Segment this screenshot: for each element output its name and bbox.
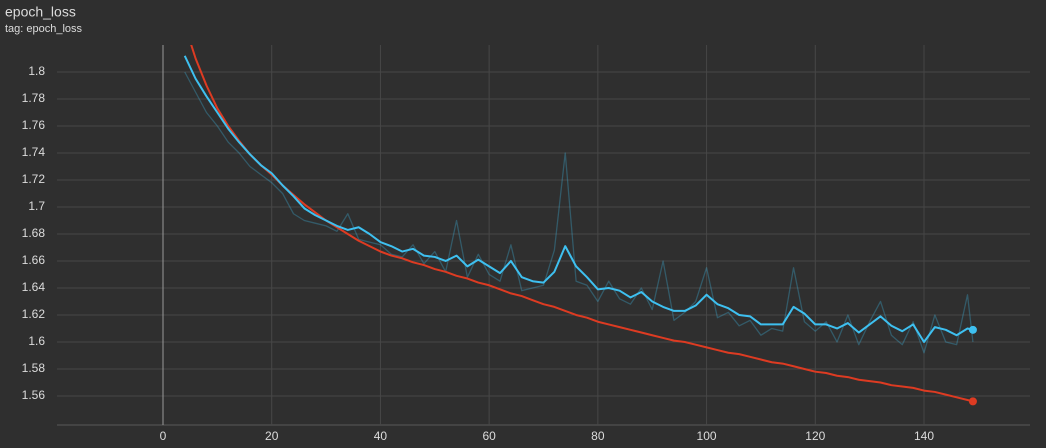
y-tick-label: 1.76 [22, 118, 46, 132]
y-tick-label: 1.66 [22, 253, 46, 267]
x-tick-label: 140 [914, 429, 934, 443]
y-tick-label: 1.58 [22, 361, 46, 375]
x-tick-label: 20 [265, 429, 279, 443]
y-tick-label: 1.56 [22, 388, 46, 402]
series-line [184, 71, 974, 354]
x-tick-label: 0 [160, 429, 167, 443]
x-tick-label: 80 [591, 429, 605, 443]
y-tick-label: 1.68 [22, 226, 46, 240]
y-tick-label: 1.6 [28, 334, 45, 348]
x-tick-label: 120 [805, 429, 825, 443]
x-tick-label: 100 [697, 429, 717, 443]
plot-area [57, 45, 1030, 425]
y-tick-label: 1.8 [28, 64, 45, 78]
y-tick-label: 1.74 [22, 145, 46, 159]
y-tick-label: 1.64 [22, 280, 46, 294]
end-point [968, 397, 977, 406]
chart-title: epoch_loss [5, 4, 76, 20]
y-tick-label: 1.78 [22, 91, 46, 105]
chart-subtitle: tag: epoch_loss [5, 23, 83, 35]
y-tick-label: 1.72 [22, 172, 46, 186]
x-tick-label: 40 [374, 429, 388, 443]
series-line [183, 55, 974, 343]
end-point [968, 325, 977, 334]
y-tick-label: 1.62 [22, 307, 46, 321]
x-tick-label: 60 [482, 429, 496, 443]
y-tick-label: 1.7 [28, 199, 45, 213]
series-line [190, 45, 974, 403]
